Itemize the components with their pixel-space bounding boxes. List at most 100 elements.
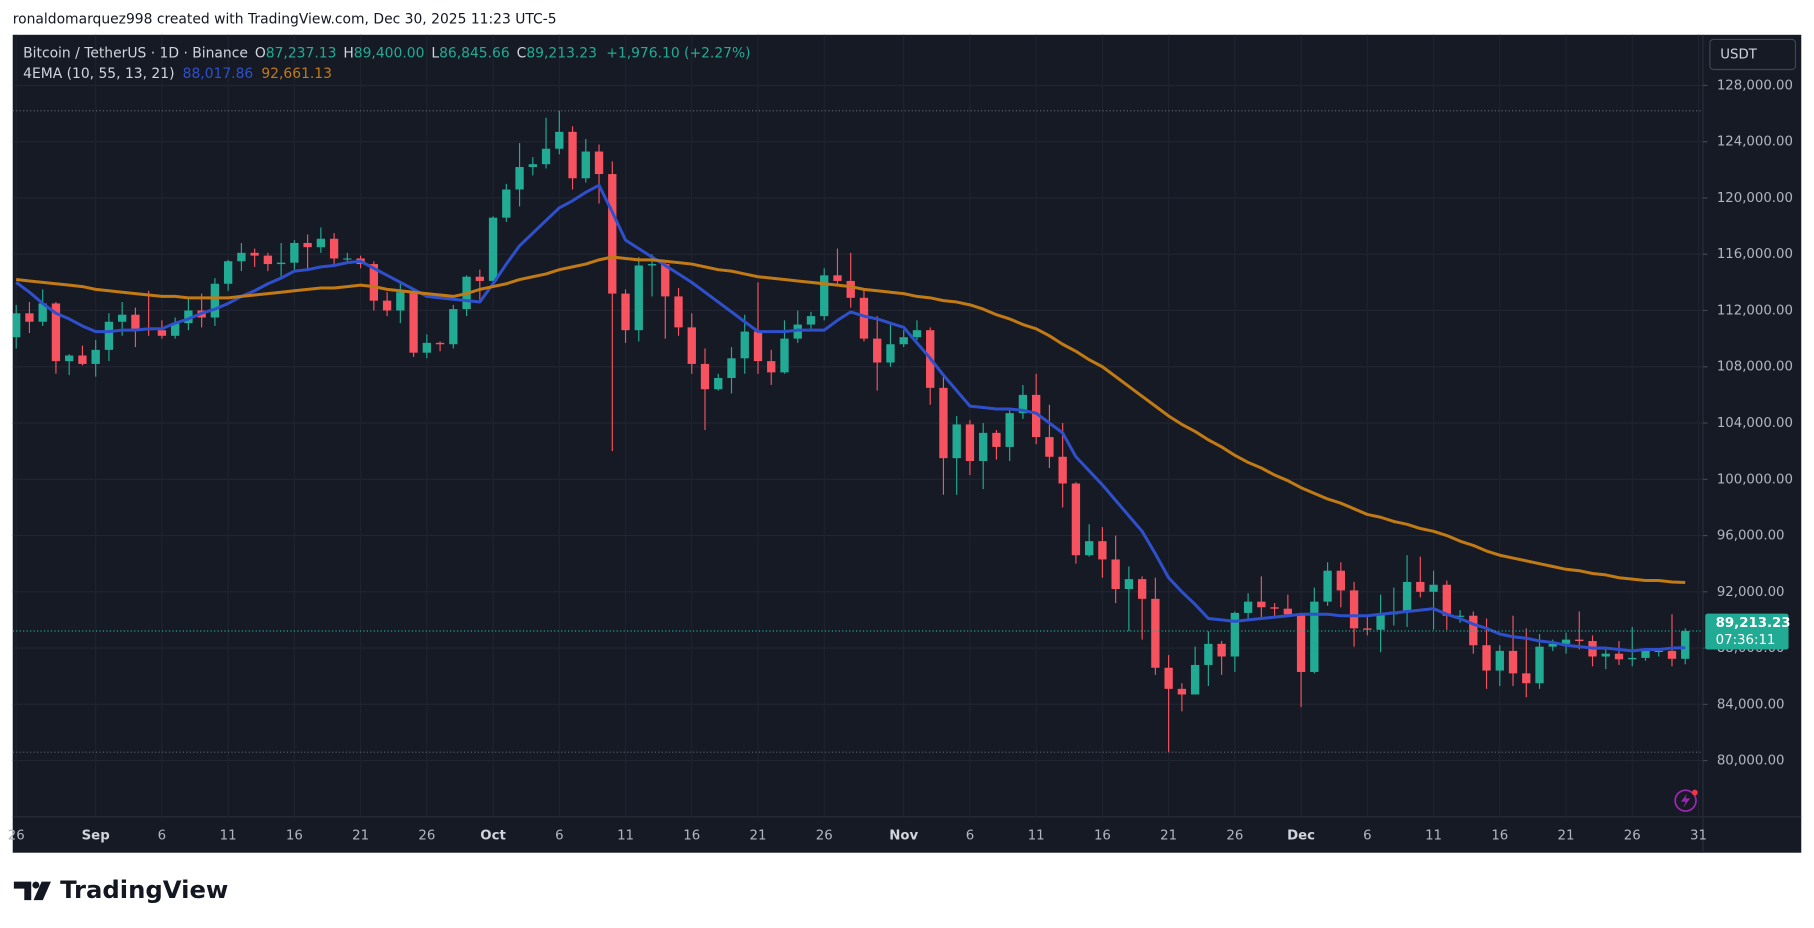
candle-body <box>1257 601 1266 608</box>
candle-body <box>1641 650 1650 658</box>
candle-body <box>1045 437 1054 457</box>
candle-body <box>329 238 339 259</box>
candle-body <box>912 330 922 338</box>
ema-line <box>16 255 1686 585</box>
candle-body <box>1137 579 1147 599</box>
x-tick-label: Dec <box>1287 828 1315 843</box>
candle-body <box>104 321 114 350</box>
candle-body <box>714 377 723 390</box>
candle-body <box>1098 541 1107 560</box>
candle-body <box>1111 559 1120 589</box>
x-tick-label: 11 <box>220 828 237 843</box>
candle-body <box>1283 608 1293 615</box>
alert-icon[interactable] <box>1674 789 1698 812</box>
candle-body <box>502 189 511 218</box>
chart-panel <box>12 34 1802 853</box>
candle-body <box>1323 570 1332 602</box>
candle-body <box>1190 664 1200 695</box>
indicator-name: 4EMA (10, 55, 13, 21) <box>23 66 174 82</box>
brand-logo: TradingView <box>13 875 228 904</box>
candle-body <box>1667 650 1677 659</box>
logo-dot <box>32 881 40 889</box>
candle-body <box>65 355 74 362</box>
candle-body <box>1429 584 1438 592</box>
candle-body <box>1681 630 1690 659</box>
logo-mark <box>13 881 32 901</box>
candle-body <box>1243 601 1253 613</box>
candle-body <box>1071 483 1081 556</box>
x-tick-label: 16 <box>286 828 303 843</box>
candle-body <box>1601 653 1610 657</box>
y-tick-label: 100,000.00 <box>1717 472 1793 487</box>
candle-body <box>343 258 352 260</box>
x-tick-label: 26 <box>816 828 833 843</box>
x-tick-label: 26 <box>1624 828 1641 843</box>
x-tick-label: Oct <box>480 828 506 843</box>
ohlc-letter: H <box>343 45 353 61</box>
alert-ring <box>1674 789 1697 812</box>
y-tick-label: 96,000.00 <box>1717 529 1785 544</box>
candle-body <box>38 303 47 322</box>
currency-box[interactable] <box>1709 38 1797 71</box>
candle-body <box>1005 413 1014 447</box>
indicator-value: 88,017.86 <box>183 66 254 82</box>
candle-body <box>435 342 445 345</box>
x-tick-label: 6 <box>1363 828 1371 843</box>
candle-body <box>1455 615 1465 617</box>
candle-body <box>1442 584 1451 616</box>
candle-body <box>78 355 87 364</box>
candle-body <box>1230 612 1240 657</box>
candle-body <box>939 387 948 459</box>
candle-body <box>1416 581 1425 592</box>
candle-body <box>1482 645 1491 671</box>
candle-body <box>1495 650 1504 671</box>
candle-body <box>1058 456 1067 484</box>
candle-body <box>131 314 140 329</box>
x-tick-label: 16 <box>683 828 700 843</box>
candle-body <box>700 363 710 390</box>
candle-body <box>899 337 908 345</box>
ema-line <box>15 183 1686 653</box>
candle-body <box>1508 650 1518 674</box>
ohlc-letter: C <box>517 45 527 61</box>
candle-body <box>806 316 816 325</box>
candle-body <box>157 330 167 336</box>
y-tick-label: 124,000.00 <box>1717 135 1793 150</box>
candle-body <box>91 349 100 364</box>
indicator-legend: 4EMA (10, 55, 13, 21) 88,017.86 92,661.13 <box>23 66 332 82</box>
x-tick-label: 21 <box>1558 828 1575 843</box>
x-tick-label: 21 <box>352 828 369 843</box>
alert-dot <box>1691 789 1698 796</box>
y-tick-label: 112,000.00 <box>1717 303 1793 318</box>
candle-body <box>859 297 869 339</box>
x-tick-label: 26 <box>1226 828 1243 843</box>
x-tick-label: Nov <box>889 828 918 843</box>
candle-body <box>1349 590 1359 629</box>
currency: USDT <box>1720 47 1757 62</box>
candle-body <box>12 313 21 338</box>
candle-body <box>1336 570 1345 591</box>
candle-body <box>541 148 551 165</box>
candle-body <box>594 151 604 175</box>
y-tick-label: 116,000.00 <box>1717 247 1793 262</box>
candle-body <box>1270 607 1279 609</box>
candle-body <box>528 164 537 168</box>
change: +1,976.10 (+2.27%) <box>606 45 750 61</box>
y-tick-label: 108,000.00 <box>1717 360 1793 375</box>
candle-body <box>1402 581 1412 612</box>
indicator-value: 92,661.13 <box>261 66 332 82</box>
x-tick-label: 11 <box>1028 828 1045 843</box>
candle-body <box>1204 643 1213 665</box>
candle-body <box>1522 673 1531 684</box>
x-tick-label: 11 <box>617 828 634 843</box>
candle-body <box>170 323 180 336</box>
candle-body <box>210 283 220 318</box>
candle-body <box>409 292 418 353</box>
x-tick-label: 26 <box>418 828 435 843</box>
candle-body <box>475 276 484 281</box>
last-price-box <box>1705 613 1789 650</box>
candle-body <box>1151 598 1160 668</box>
candle-body <box>1469 615 1478 646</box>
candle-body <box>846 280 855 298</box>
